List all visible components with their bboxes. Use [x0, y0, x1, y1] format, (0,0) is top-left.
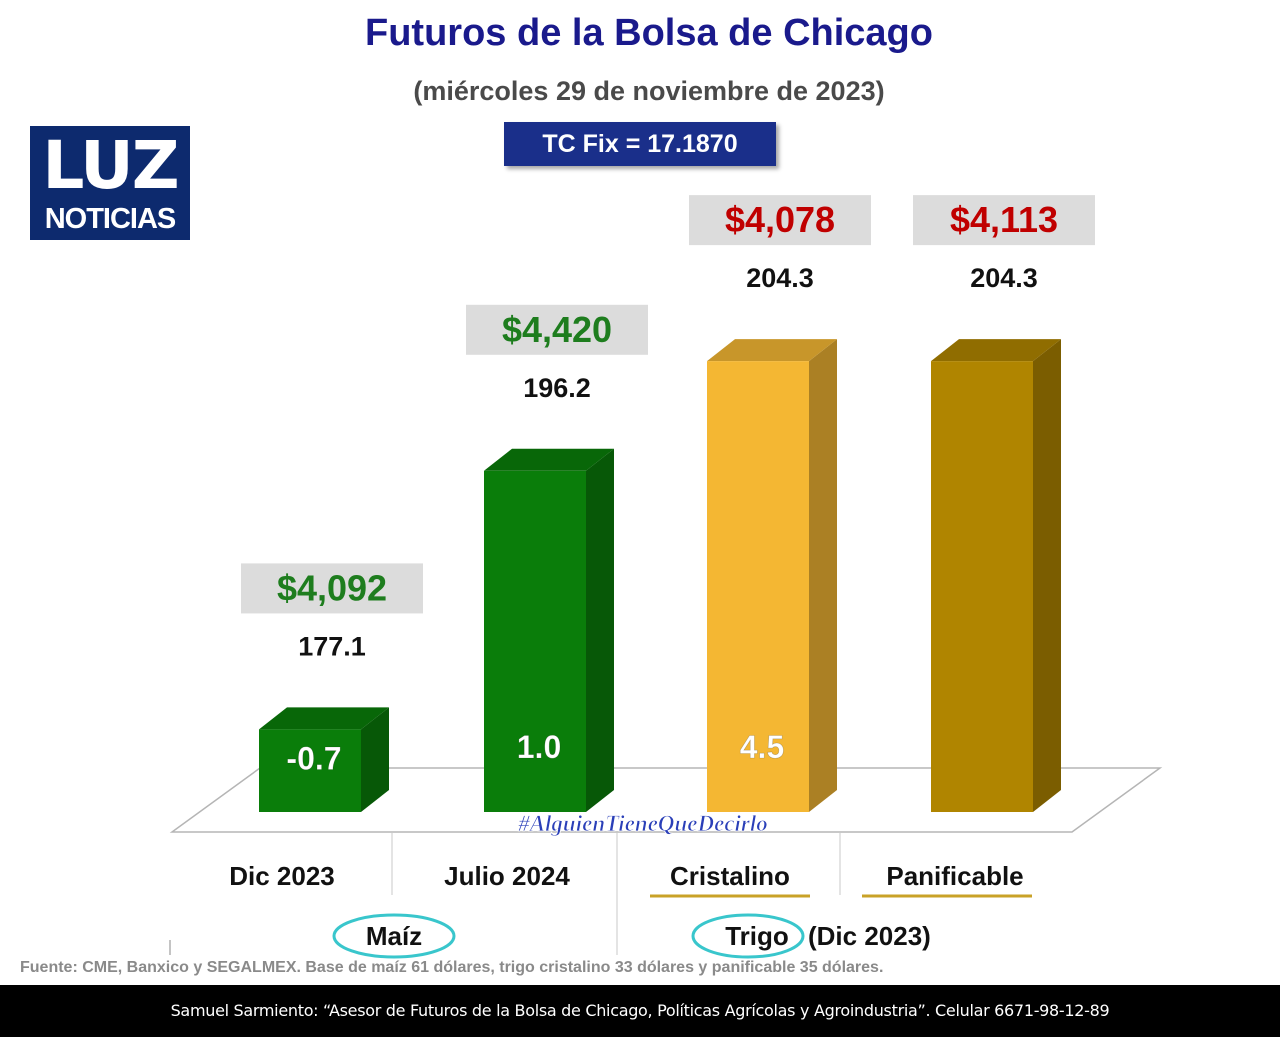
price-box — [913, 195, 1095, 246]
bar-side — [586, 448, 614, 812]
page-subtitle: (miércoles 29 de noviembre de 2023) — [413, 76, 885, 106]
price-label: $4,092 — [277, 567, 387, 608]
footer-credit: Samuel Sarmiento: “Asesor de Futuros de … — [170, 1001, 1110, 1020]
logo-text-bottom: NOTICIAS — [44, 203, 177, 235]
price-box — [241, 563, 423, 614]
bar-change-label: -0.7 — [286, 740, 341, 776]
bar — [484, 470, 586, 812]
bar-value-label: 204.3 — [970, 263, 1038, 293]
bar-side — [1033, 339, 1061, 812]
price-box — [466, 304, 648, 355]
bar-value-label: 204.3 — [746, 263, 814, 293]
group-label: Maíz — [366, 921, 422, 951]
bar-top — [931, 339, 1061, 362]
price-label: $4,078 — [725, 199, 835, 240]
footer-bar: Samuel Sarmiento: “Asesor de Futuros de … — [0, 985, 1280, 1037]
bar — [931, 361, 1033, 812]
bar-change-label: 1.0 — [517, 729, 561, 765]
logo-text-top: LUZ — [42, 127, 179, 204]
category-label: Dic 2023 — [229, 861, 335, 891]
group-label: Trigo — [725, 921, 789, 951]
group-highlight-circle — [332, 913, 456, 959]
bar-side — [809, 339, 837, 812]
group-label-suffix: (Dic 2023) — [808, 921, 931, 951]
bar-chart: -0.7 177.1 $4,092 1.0 196.2 $4,420 4.5 204.3 $4,… — [169, 195, 1163, 959]
tc-fix-badge: TC Fix = 17.1870 — [504, 122, 776, 166]
bar-value-label: 177.1 — [298, 631, 366, 661]
luz-noticias-logo: LUZ NOTICIAS — [30, 126, 190, 240]
watermark-hashtag: #AlguienTieneQueDecirlo — [517, 811, 768, 836]
bar-change-label: 4.5 — [740, 729, 784, 765]
category-label: Julio 2024 — [444, 861, 570, 891]
bar — [707, 361, 809, 812]
page-title: Futuros de la Bolsa de Chicago — [365, 12, 933, 54]
bar — [259, 729, 361, 812]
bar-top — [707, 339, 837, 362]
price-box — [689, 195, 871, 246]
bar-top — [259, 707, 389, 730]
bar-top — [484, 448, 614, 471]
category-label: Panificable — [886, 861, 1023, 891]
category-label: Cristalino — [670, 861, 790, 891]
bar-value-label: 196.2 — [523, 373, 591, 403]
tc-fix-label: TC Fix = 17.1870 — [542, 129, 738, 158]
bar-side — [361, 707, 389, 812]
price-label: $4,113 — [950, 199, 1058, 240]
group-highlight-circle — [691, 913, 805, 959]
price-label: $4,420 — [502, 309, 612, 350]
chart-floor — [169, 767, 1163, 833]
source-note: Fuente: CME, Banxico y SEGALMEX. Base de… — [20, 959, 884, 976]
